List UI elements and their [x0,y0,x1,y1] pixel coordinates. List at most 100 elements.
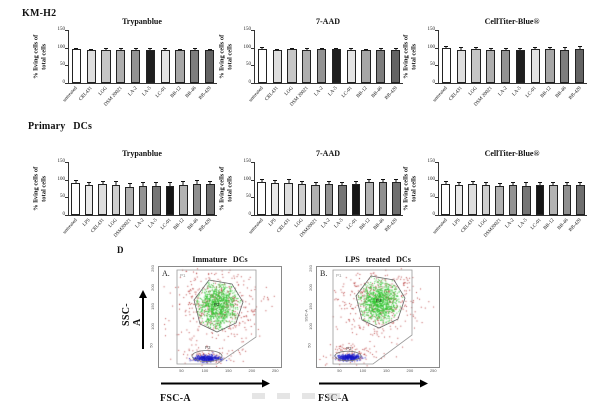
error-bar [273,179,278,184]
error-bar [87,181,92,185]
y-tick-label: 0 [432,212,436,217]
x-tick-label: LGG [294,218,305,229]
error-bar [286,179,291,183]
x-tick-label: BB-12 [173,218,187,232]
error-bar [290,48,294,50]
y-tick-mark [65,30,68,31]
error-bar [163,48,168,50]
bar [361,50,371,83]
x-tick-label: BB-420 [197,86,213,102]
y-tick-mark [251,197,254,199]
x-tick-label: untreated [248,218,265,236]
y-tick-mark [435,83,438,84]
error-bar [484,181,489,185]
error-bar [89,48,94,51]
y-tick-mark [65,197,68,199]
bar [138,186,148,215]
error-bar [114,181,119,185]
bar [130,50,141,83]
y-tick-mark [251,47,254,49]
x-tick-label: LGG [468,86,479,97]
x-tick-label: LA-5 [334,218,346,230]
error-bar [459,47,464,51]
bar [456,50,466,83]
y-tick-label: 50 [246,194,251,200]
flow-x-tick: 250 [429,368,437,373]
y-axis-label-text: % living cells of total cells [32,166,48,212]
bar [206,184,215,215]
y-tick-mark [251,162,254,163]
bar [175,50,185,83]
y-axis-label: % living cells of total cells [30,28,50,86]
x-tick-label: LGG [284,86,295,97]
flow-x-tick: 200 [406,368,414,373]
y-tick-label: 150 [427,27,436,32]
y-tick-label: 0 [62,80,66,85]
bar [560,50,570,83]
flow-y-tick: 50 [148,343,154,348]
x-tick-label: LPS [452,218,462,228]
flow-y-tick: 50 [306,343,312,348]
error-bar [167,181,172,186]
y-tick-mark [65,47,68,49]
x-tick-label: CRL431 [460,218,476,235]
y-tick-label: 50 [60,194,65,200]
error-bar [474,46,478,50]
bar [530,49,540,83]
error-bar [300,181,305,184]
x-tick-label: LA-2 [320,218,332,230]
x-tick-label: LA-2 [497,86,509,98]
gate-p1 [176,269,257,365]
x-tick-label: LA-5 [142,86,154,98]
y-tick-label: 150 [57,27,66,32]
y-tick-label: 150 [427,159,436,164]
error-bar [154,182,159,187]
error-bar [194,180,199,184]
flow-x-tick: 50 [179,368,184,373]
y-axis-label-text: % living cells of total cells [218,166,234,212]
y-axis-label-text: % living cells of total cells [32,34,48,80]
bar [165,185,175,215]
error-bar [100,180,105,184]
gate-label-p2: P2 [376,298,382,303]
flow-y-tick: 200 [307,284,313,291]
error-bar [503,47,508,50]
error-bar [349,48,354,50]
bar [272,50,282,83]
error-bar [208,180,213,185]
y-tick-label: 100 [243,176,252,182]
gate-label-p2: P2 [214,302,220,307]
error-bar [470,180,475,185]
flow-y-tick: 100 [307,322,313,330]
error-bar [73,179,78,184]
x-tick-label: LA-2 [504,218,516,230]
x-tick-label: CRL431 [90,218,106,235]
error-bar [518,47,523,51]
x-tick-label: untreated [62,86,80,104]
y-tick-label: 100 [427,176,436,182]
y-tick-label: 50 [430,194,435,200]
error-bar [364,48,368,51]
x-tick-label: BB-420 [198,218,213,234]
error-bar [304,48,309,50]
y-axis-label: % living cells of total cells [400,160,420,218]
error-bar [260,47,265,49]
error-bar [443,180,448,184]
bar [192,183,202,215]
plot-area [254,162,403,216]
ssc-a-label: SSC-A [121,303,143,326]
x-tick-label: BB-420 [383,86,399,102]
error-bar [562,47,567,51]
x-tick-label: untreated [432,218,449,236]
caption-remnant [252,393,348,399]
y-tick-mark [435,162,438,163]
flow-title: Immature DCs [192,255,248,264]
bar [390,49,401,83]
ssc-a-small-label: SSC-A [303,309,309,322]
x-tick-label: BB-12 [359,218,373,232]
bar [515,50,526,83]
bar [441,183,450,215]
bar [270,183,280,215]
section-header-primary-dcs: Primary DCs [28,121,93,132]
